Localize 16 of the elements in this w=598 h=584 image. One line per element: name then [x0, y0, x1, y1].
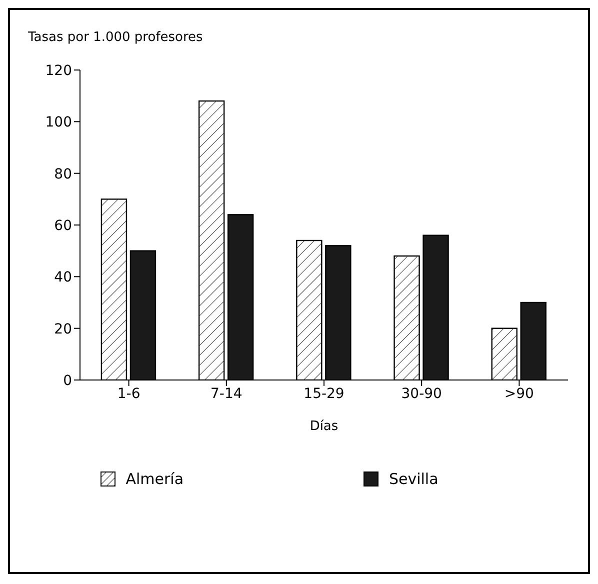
legend-label: Sevilla	[388, 470, 438, 488]
y-tick-label: 40	[54, 270, 72, 286]
x-tick-label: 7-14	[210, 386, 242, 402]
y-tick-label: 60	[54, 218, 72, 234]
y-tick-label: 20	[54, 321, 72, 338]
y-tick-label: 100	[45, 114, 72, 131]
x-tick-label: >90	[504, 386, 534, 402]
y-axis-title: Tasas por 1.000 profesores	[28, 30, 203, 45]
y-tick-label: 120	[45, 62, 72, 79]
y-tick-label: 0	[63, 372, 72, 389]
y-tick-label: 80	[54, 166, 72, 182]
x-tick-label: 15-29	[304, 386, 344, 402]
legend-label: Almería	[126, 470, 184, 488]
x-tick-label: 1-6	[117, 386, 140, 402]
x-axis-title: Días	[310, 419, 338, 434]
x-tick-label: 30-90	[401, 386, 442, 402]
